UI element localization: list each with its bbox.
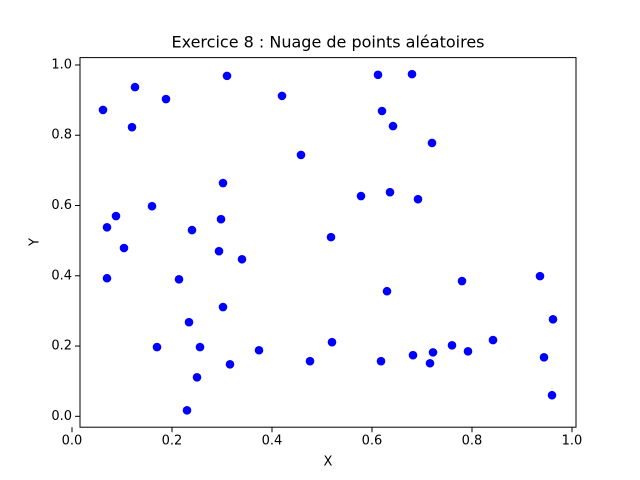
point — [237, 254, 247, 264]
x-tick-label: 0.4 — [262, 434, 283, 449]
point — [388, 121, 398, 131]
point — [214, 246, 224, 256]
point — [408, 350, 418, 360]
point — [413, 194, 423, 204]
point — [218, 302, 228, 312]
point — [382, 286, 392, 296]
point — [547, 390, 557, 400]
y-tick-label: 1.0 — [51, 57, 72, 72]
point — [111, 211, 121, 221]
point — [161, 94, 171, 104]
point — [102, 273, 112, 283]
point — [182, 406, 192, 415]
y-tick-label: 0.8 — [51, 128, 72, 143]
point — [463, 347, 473, 356]
x-axis-label: X — [324, 455, 333, 470]
point — [457, 276, 467, 286]
point — [377, 106, 387, 116]
x-tick-label: 1.0 — [562, 434, 583, 449]
point — [174, 274, 184, 284]
point — [225, 360, 235, 369]
point — [147, 201, 157, 211]
point — [296, 150, 306, 160]
point — [254, 345, 264, 355]
point — [195, 342, 205, 352]
point — [548, 315, 558, 324]
point — [385, 187, 395, 197]
x-tick-label: 0.2 — [162, 434, 183, 449]
point — [427, 138, 437, 148]
point — [539, 352, 549, 362]
y-tick-label: 0.4 — [51, 268, 72, 283]
y-axis-label: Y — [28, 238, 43, 247]
point — [535, 271, 545, 281]
point — [222, 71, 232, 81]
point — [102, 222, 112, 232]
x-tick-label: 0.0 — [62, 434, 83, 449]
point — [407, 69, 417, 79]
point — [184, 317, 194, 327]
point — [305, 356, 315, 366]
chart-title: Exercice 8 : Nuage de points aléatoires — [172, 33, 485, 52]
point — [428, 348, 438, 357]
point — [192, 373, 202, 382]
point — [425, 358, 435, 368]
point — [376, 356, 386, 366]
point — [327, 337, 337, 347]
point — [152, 342, 162, 352]
y-tick-label: 0.6 — [51, 198, 72, 213]
x-tick-label: 0.8 — [462, 434, 483, 449]
point — [130, 82, 140, 92]
point — [127, 122, 137, 132]
point — [218, 178, 228, 188]
plot-frame — [79, 57, 577, 428]
point — [277, 91, 287, 101]
x-tick-label: 0.6 — [362, 434, 383, 449]
point — [447, 341, 457, 350]
point — [373, 70, 383, 80]
point — [98, 105, 108, 115]
point — [216, 214, 226, 224]
point — [326, 232, 336, 242]
y-tick-label: 0.2 — [51, 339, 72, 354]
point — [187, 225, 197, 235]
y-tick-label: 0.0 — [51, 409, 72, 424]
point — [488, 335, 498, 345]
point — [119, 243, 129, 253]
point — [356, 191, 366, 201]
